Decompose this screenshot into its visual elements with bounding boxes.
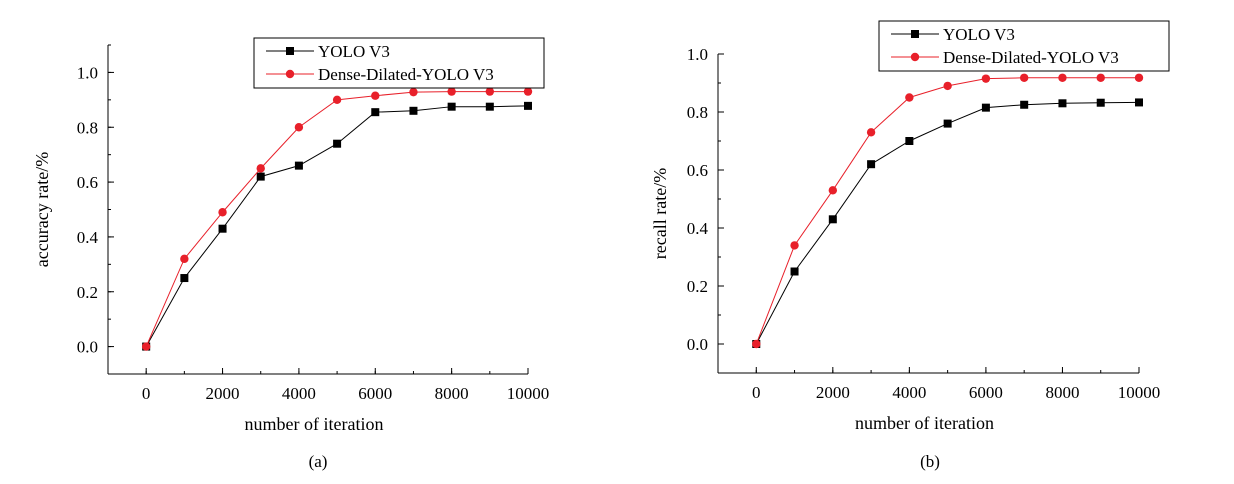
x-tick-label: 8000: [1045, 383, 1079, 402]
x-tick-label: 4000: [892, 383, 926, 402]
data-point: [294, 123, 304, 132]
y-tick-label: 0.0: [687, 335, 708, 354]
x-tick-label: 4000: [282, 384, 316, 403]
data-point: [943, 119, 952, 128]
series-dense-dilated-yolo-v3: [752, 73, 1144, 349]
data-point: [1058, 73, 1067, 82]
data-point: [1135, 98, 1143, 107]
legend-marker: [910, 52, 920, 62]
legend-box: [878, 20, 1170, 72]
data-point: [1058, 99, 1067, 108]
legend-box: [253, 37, 545, 89]
data-point: [790, 241, 799, 250]
x-tick-label: 10000: [1118, 383, 1161, 402]
x-axis-title: number of iteration: [245, 414, 384, 434]
series-yolo-v3: [142, 101, 532, 351]
y-tick-label: 0.8: [77, 118, 98, 137]
data-point: [447, 102, 456, 111]
data-point: [524, 101, 532, 110]
data-point: [180, 254, 189, 264]
data-point: [180, 274, 189, 283]
y-tick-label: 0.4: [687, 219, 709, 238]
x-tick-label: 2000: [816, 383, 850, 402]
x-tick-label: 6000: [969, 383, 1003, 402]
data-point: [1096, 73, 1105, 82]
x-tick-label: 0: [142, 384, 151, 403]
x-tick-label: 6000: [358, 384, 392, 403]
series-line: [145, 91, 528, 347]
legend-label: YOLO V3: [318, 42, 390, 61]
data-point: [218, 224, 227, 233]
legend-marker: [911, 30, 919, 38]
data-point: [1019, 73, 1029, 82]
panel-caption: (b): [920, 452, 940, 471]
series-dense-dilated-yolo-v3: [141, 87, 533, 351]
data-point: [447, 87, 456, 96]
legend-label: Dense-Dilated-YOLO V3: [943, 48, 1119, 67]
y-tick-label: 0.6: [77, 173, 98, 192]
data-point: [752, 339, 761, 349]
data-point: [371, 91, 380, 100]
data-point: [867, 160, 876, 169]
chart-panel-a: 0.0 0.2 0.4 0.6 0.8 1.0 0 2000 4000 6000 8000 10000…: [32, 37, 550, 471]
data-point: [866, 128, 876, 137]
x-axis-title: number of iteration: [855, 413, 994, 433]
data-point: [828, 215, 837, 224]
data-point: [1134, 73, 1144, 82]
x-tick-label: 10000: [507, 384, 550, 403]
data-point: [485, 87, 495, 96]
y-tick-label: 1.0: [687, 45, 708, 64]
data-point: [790, 267, 799, 276]
y-axis-title: recall rate/%: [650, 168, 670, 259]
series-line: [755, 101, 1140, 345]
data-point: [409, 87, 418, 97]
series-yolo-v3: [752, 98, 1143, 348]
legend-marker: [286, 47, 294, 55]
legend: YOLO V3 Dense-Dilated-YOLO V3: [878, 20, 1170, 72]
data-point: [256, 172, 265, 181]
y-axis-title: accuracy rate/%: [32, 152, 52, 267]
data-point: [981, 74, 991, 83]
data-point: [409, 106, 418, 115]
y-tick-label: 0.6: [687, 161, 708, 180]
data-point: [905, 93, 914, 102]
y-tick-label: 0.2: [77, 283, 98, 302]
y-tick-label: 0.4: [77, 228, 99, 247]
data-point: [332, 95, 342, 105]
data-point: [905, 137, 914, 145]
y-tick-label: 0.0: [77, 338, 98, 357]
data-point: [333, 139, 342, 148]
data-point: [141, 342, 151, 351]
data-point: [981, 103, 990, 112]
data-point: [371, 108, 380, 117]
data-point: [523, 87, 533, 96]
legend: YOLO V3 Dense-Dilated-YOLO V3: [253, 37, 545, 89]
series-line: [755, 77, 1139, 345]
x-tick-label: 8000: [435, 384, 469, 403]
data-point: [256, 164, 265, 173]
legend-label: YOLO V3: [943, 25, 1015, 44]
data-point: [828, 186, 838, 195]
y-tick-label: 1.0: [77, 63, 98, 82]
y-tick-label: 0.2: [687, 277, 708, 296]
legend-label: Dense-Dilated-YOLO V3: [318, 65, 494, 84]
data-point: [943, 81, 952, 91]
x-tick-label: 2000: [206, 384, 240, 403]
data-point: [1020, 100, 1029, 109]
data-point: [485, 102, 494, 111]
chart-panel-b: 0.0 0.2 0.4 0.6 0.8 1.0 0 2000 4000 6000 8000 10000…: [650, 20, 1170, 471]
y-tick-label: 0.8: [687, 103, 708, 122]
x-tick-label: 0: [752, 383, 761, 402]
data-point: [294, 161, 303, 170]
panel-caption: (a): [309, 452, 328, 471]
legend-marker: [285, 69, 295, 79]
data-point: [218, 208, 227, 217]
data-point: [1096, 98, 1105, 107]
